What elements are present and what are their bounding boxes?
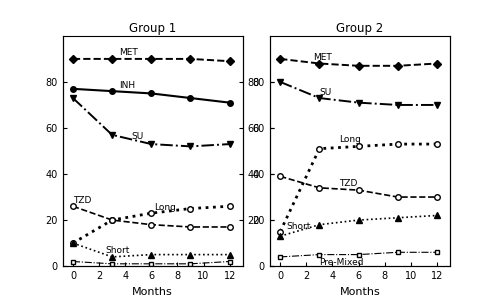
Text: SU: SU [320,88,332,97]
Text: INH: INH [118,81,135,90]
Text: Long: Long [154,203,176,212]
Text: TZD: TZD [73,196,92,205]
Text: MET: MET [118,48,138,57]
Text: Pre-Mixed: Pre-Mixed [0,298,1,299]
Text: MET: MET [313,53,332,62]
Text: Short: Short [106,246,130,255]
X-axis label: Months: Months [132,286,173,297]
X-axis label: Months: Months [340,286,380,297]
Text: SU: SU [132,132,144,141]
Text: TZD: TZD [339,179,357,187]
Text: Short: Short [286,222,311,231]
Title: Group 2: Group 2 [336,22,384,35]
Title: Group 1: Group 1 [129,22,176,35]
Text: Long: Long [339,135,361,144]
Text: Pre-Mixed: Pre-Mixed [320,258,364,267]
